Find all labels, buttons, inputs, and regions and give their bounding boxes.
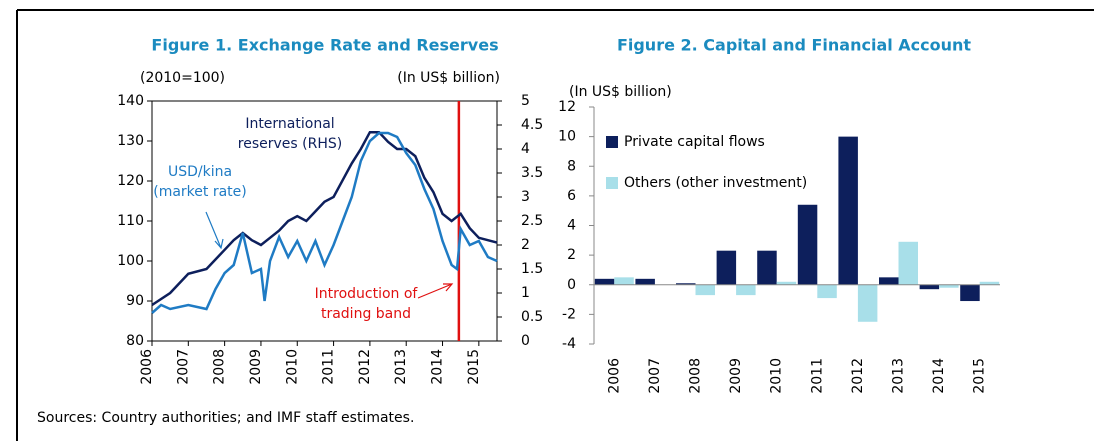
y-tick-label: 100 <box>117 253 144 269</box>
series-label: USD/kina (market rate) <box>153 164 247 200</box>
y-tick-label: 10 <box>558 129 576 145</box>
bar <box>960 284 980 302</box>
x-tick-label: 2008 <box>212 349 228 385</box>
y2-tick-label: 2 <box>521 237 530 253</box>
y2-tick-label: 3.5 <box>521 165 543 181</box>
bar <box>635 278 655 285</box>
y2-tick-label: 5 <box>521 93 530 109</box>
bar <box>898 241 918 285</box>
bar <box>614 277 634 285</box>
bar <box>879 277 899 285</box>
y2-tick-label: 2.5 <box>521 213 543 229</box>
x-tick-label: 2012 <box>357 349 373 385</box>
y2-tick-label: 0 <box>521 333 530 349</box>
series-label: International reserves (RHS) <box>237 116 343 152</box>
x-tick-label: 2006 <box>139 349 155 385</box>
y2-tick-label: 1.5 <box>521 261 543 277</box>
y2-axis-label: (In US$ billion) <box>397 70 500 86</box>
y-tick-label: 2 <box>567 247 576 263</box>
y-tick-label: 0 <box>567 277 576 293</box>
label-arrow <box>205 211 224 250</box>
chart-title: Figure 1. Exchange Rate and Reserves <box>151 36 498 55</box>
x-tick-label: 2007 <box>175 349 191 385</box>
annotation-arrow <box>417 283 454 299</box>
bar <box>817 284 837 299</box>
y2-tick-label: 1 <box>521 285 530 301</box>
x-tick-label: 2013 <box>891 358 907 394</box>
x-tick-label: 2011 <box>321 349 337 385</box>
x-tick-label: 2010 <box>284 349 300 385</box>
x-tick-label: 2007 <box>647 358 663 394</box>
y-tick-label: 120 <box>117 173 144 189</box>
x-tick-label: 2009 <box>248 349 264 385</box>
x-tick-label: 2012 <box>850 358 866 394</box>
y2-tick-label: 3 <box>521 189 530 205</box>
x-tick-label: 2010 <box>769 358 785 394</box>
y-axis-label: (In US$ billion) <box>569 84 672 100</box>
y-tick-label: 4 <box>567 218 576 234</box>
y-tick-label: -4 <box>562 336 576 352</box>
y-tick-label: 110 <box>117 213 144 229</box>
annotation: Introduction of trading band <box>314 286 418 322</box>
y-tick-label: 130 <box>117 133 144 149</box>
x-tick-label: 2009 <box>728 358 744 394</box>
bar <box>695 284 715 296</box>
x-tick-label: 2006 <box>606 358 622 394</box>
y-tick-label: 140 <box>117 93 144 109</box>
y-tick-label: -2 <box>562 306 576 322</box>
y-axis-label: (2010=100) <box>140 70 225 86</box>
legend-swatch <box>606 177 618 189</box>
y-tick-label: 80 <box>126 333 144 349</box>
bar <box>757 250 777 285</box>
series-line <box>151 130 498 307</box>
bar <box>594 278 615 285</box>
x-tick-label: 2008 <box>688 358 704 394</box>
bar <box>857 284 878 322</box>
x-tick-label: 2014 <box>430 349 446 385</box>
y-tick-label: 12 <box>558 99 576 115</box>
bar <box>716 250 737 285</box>
series-line <box>151 131 498 314</box>
x-tick-label: 2015 <box>466 349 482 385</box>
y-tick-label: 8 <box>567 158 576 174</box>
bar <box>919 284 940 290</box>
bar <box>838 136 858 285</box>
y2-tick-label: 0.5 <box>521 309 543 325</box>
x-tick-label: 2015 <box>972 358 988 394</box>
legend-swatch <box>606 136 618 148</box>
bar <box>797 204 818 285</box>
chart-title: Figure 2. Capital and Financial Account <box>617 36 971 55</box>
y-tick-label: 6 <box>567 188 576 204</box>
bar <box>736 284 756 296</box>
legend-label: Others (other investment) <box>624 175 807 191</box>
y-tick-label: 90 <box>126 293 144 309</box>
bar <box>939 284 959 288</box>
bar <box>979 281 1000 285</box>
bar <box>676 283 696 285</box>
x-tick-label: 2013 <box>393 349 409 385</box>
x-tick-label: 2014 <box>931 358 947 394</box>
x-tick-label: 2011 <box>809 358 825 394</box>
source-note: Sources: Country authorities; and IMF st… <box>37 410 414 426</box>
bar <box>776 281 797 285</box>
y2-tick-label: 4.5 <box>521 117 543 133</box>
legend-label: Private capital flows <box>624 134 765 150</box>
y2-tick-label: 4 <box>521 141 530 157</box>
